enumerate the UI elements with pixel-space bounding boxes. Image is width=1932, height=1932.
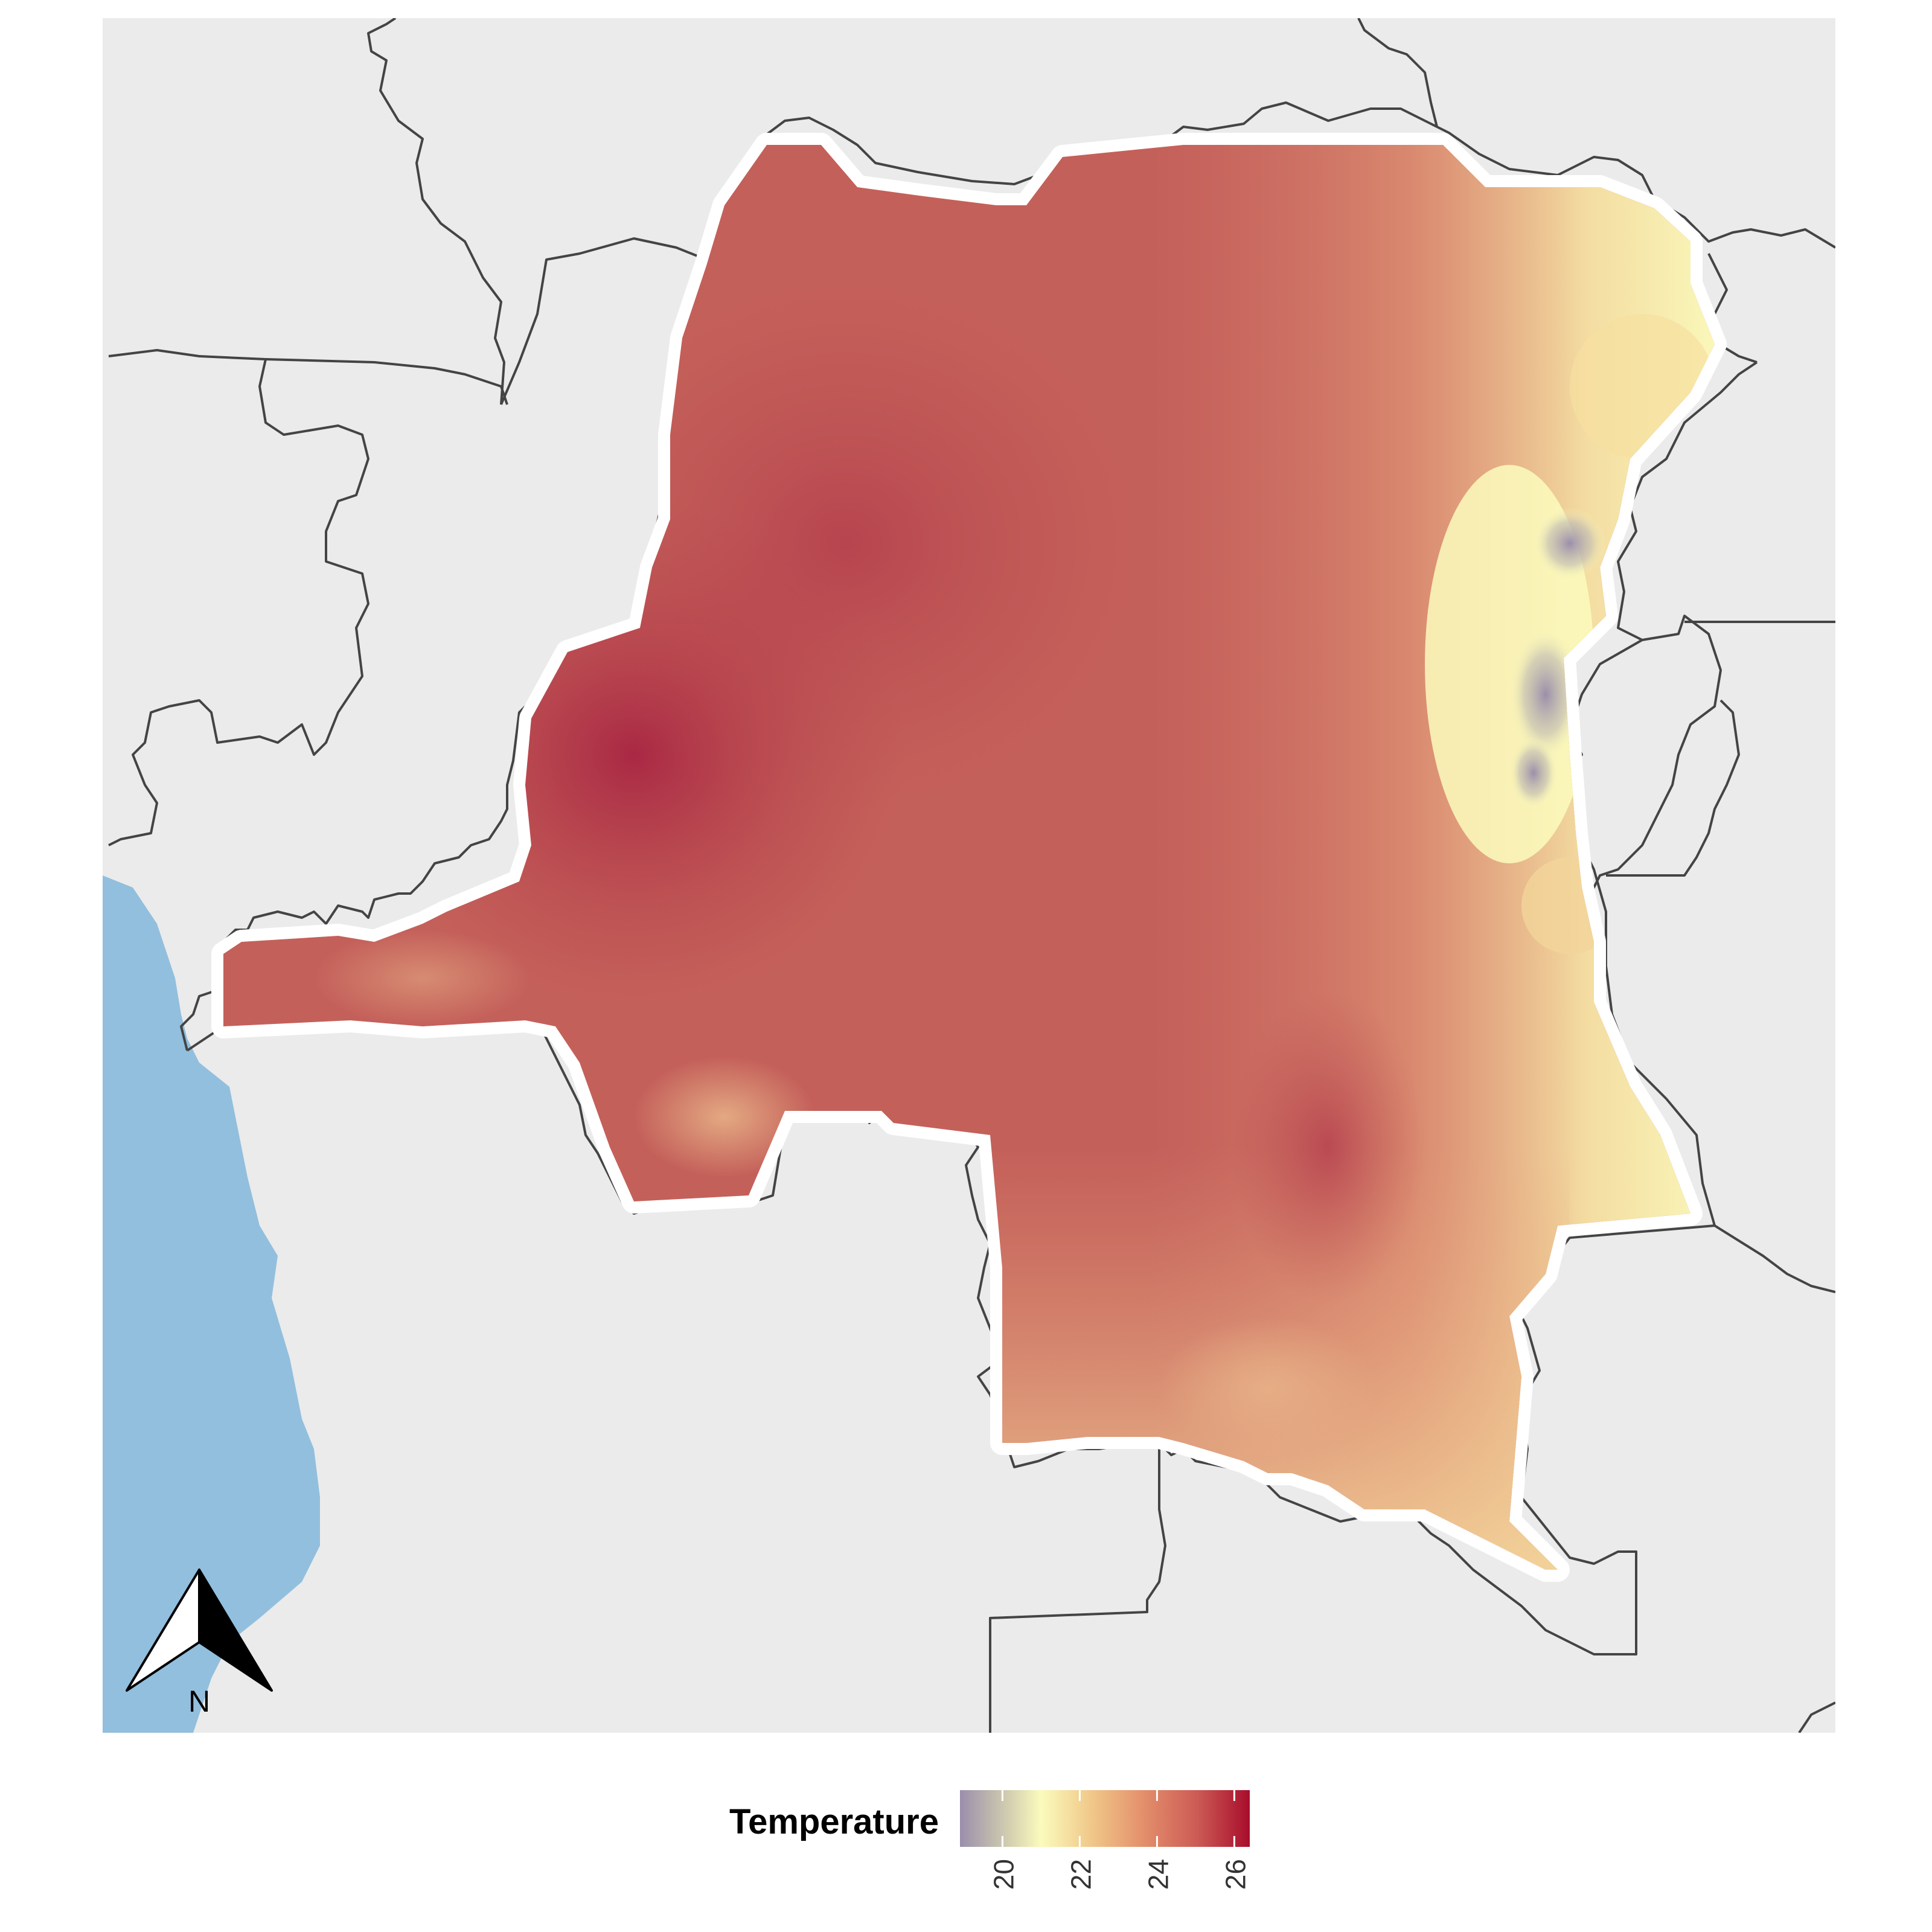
ocean [103,875,320,1733]
legend-title: Temperature [729,1802,939,1841]
north-arrow-right-half [198,1569,273,1692]
legend-tick-label: 20 [988,1859,1019,1890]
legend: Temperature 20 22 24 26 [729,1790,1251,1890]
north-arrow: N [126,1569,273,1718]
legend-tick-label: 26 [1220,1859,1251,1890]
legend-tick-label: 22 [1065,1859,1096,1890]
legend-ticks: 20 22 24 26 [988,1790,1251,1890]
legend-tick-label: 24 [1142,1859,1174,1890]
north-arrow-label: N [188,1684,210,1718]
legend-colorbar [960,1790,1250,1847]
